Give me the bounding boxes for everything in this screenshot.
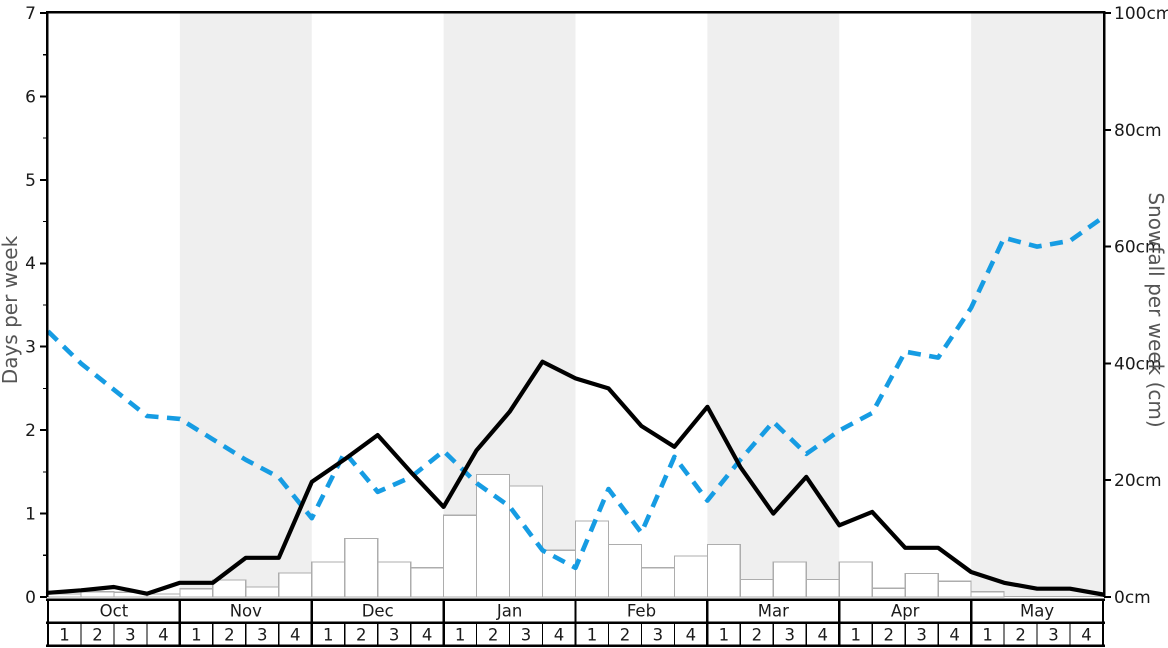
week-label: 2 (224, 626, 235, 645)
month-label: Jan (496, 602, 522, 621)
week-label: 4 (818, 626, 829, 645)
month-band (179, 13, 312, 597)
axes: 0 1 2 3 4 5 6 7 0cm 20cm 40cm 60cm 80cm 100cm (25, 4, 1168, 608)
month-label: Oct (100, 602, 129, 621)
month-label: May (1020, 602, 1054, 621)
week-label: 1 (323, 626, 334, 645)
snowfall-bar (146, 593, 181, 598)
week-label: 4 (422, 626, 433, 645)
snowfall-bar (475, 473, 511, 598)
snowfall-bar (245, 586, 280, 598)
week-label: 2 (752, 626, 763, 645)
snowfall-line (46, 215, 1105, 571)
week-label: 1 (719, 626, 730, 645)
week-label: 1 (191, 626, 202, 645)
snowfall-bar (739, 578, 774, 598)
week-label: 1 (982, 626, 993, 645)
calendar-table: Oct Nov Dec Jan Feb Mar Apr May 1 2 3 4 1 2 3 4 1 2 3 4 1 2 3 4… (46, 598, 1105, 647)
week-label: 1 (850, 626, 861, 645)
left-axis-tick-label: 3 (25, 338, 36, 358)
left-axis-tick-label: 7 (25, 4, 36, 24)
snowfall-bar (574, 520, 610, 598)
month-label: Mar (758, 602, 789, 621)
week-label: 2 (1015, 626, 1026, 645)
week-label: 4 (686, 626, 697, 645)
snowfall-bar (838, 561, 873, 598)
month-band (971, 13, 1103, 597)
days-line-group (45, 359, 1106, 597)
week-label: 4 (554, 626, 565, 645)
snowfall-bar (937, 580, 972, 598)
week-label: 4 (1081, 626, 1092, 645)
snowfall-bar (706, 543, 741, 598)
snowfall-bar (278, 572, 313, 598)
left-axis-tick-label: 0 (25, 588, 36, 608)
days-line (45, 359, 1106, 597)
right-axis-tick-label: 0cm (1114, 588, 1151, 608)
month-label: Feb (627, 602, 656, 621)
left-axis-tick-label: 5 (25, 171, 36, 191)
month-label: Nov (230, 602, 262, 621)
snowfall-bar (607, 543, 643, 598)
left-axis-tick-label: 2 (25, 421, 36, 441)
week-label: 2 (92, 626, 103, 645)
snowfall-bar (443, 514, 478, 598)
snowfall-line-group (46, 215, 1105, 571)
snowfall-bar (179, 588, 214, 598)
right-axis-tick-label: 60cm (1114, 238, 1162, 258)
month-label: Dec (362, 602, 394, 621)
week-label: 2 (356, 626, 367, 645)
week-label: 3 (257, 626, 268, 645)
week-label: 3 (389, 626, 400, 645)
snowfall-bar (970, 591, 1005, 598)
week-label: 2 (620, 626, 631, 645)
month-label: Apr (891, 602, 920, 621)
week-label: 2 (883, 626, 894, 645)
snowfall-bar (673, 555, 708, 598)
snowfall-bar (311, 561, 346, 598)
week-label: 3 (125, 626, 136, 645)
week-label: 3 (785, 626, 796, 645)
snowfall-bars (47, 473, 1103, 598)
week-label: 3 (521, 626, 532, 645)
snowfall-bar (904, 573, 939, 598)
week-label: 1 (59, 626, 70, 645)
snowfall-bar (80, 591, 115, 598)
left-axis-title: Days per week (0, 235, 22, 384)
week-label: 4 (949, 626, 960, 645)
snowfall-bar (805, 578, 840, 598)
snowfall-bar (344, 537, 379, 598)
left-axis-tick-label: 4 (25, 254, 36, 274)
right-axis-tick-label: 40cm (1114, 354, 1162, 374)
week-label: 3 (1048, 626, 1059, 645)
snowfall-bar (871, 587, 906, 598)
right-axis-tick-label: 80cm (1114, 121, 1162, 141)
snowfall-bar (508, 485, 544, 598)
snowfall-bar (772, 561, 807, 598)
left-axis-tick-label: 6 (25, 87, 36, 107)
snowfall-bar (410, 567, 445, 598)
snowfall-bar (212, 579, 247, 598)
week-label: 3 (916, 626, 927, 645)
snowfall-bar (377, 561, 412, 598)
right-axis-tick-label: 100cm (1114, 4, 1168, 24)
month-bands (179, 13, 1103, 597)
right-axis-tick-label: 20cm (1114, 471, 1162, 491)
week-label: 4 (158, 626, 169, 645)
left-axis-tick-label: 1 (25, 505, 36, 525)
week-label: 1 (587, 626, 598, 645)
snowfall-bar (640, 567, 676, 598)
month-band (707, 13, 840, 597)
week-label: 4 (290, 626, 301, 645)
right-axis-title: Snowfall per week (cm) (1144, 192, 1168, 427)
week-label: 1 (455, 626, 466, 645)
week-label: 3 (653, 626, 664, 645)
week-label: 2 (488, 626, 499, 645)
